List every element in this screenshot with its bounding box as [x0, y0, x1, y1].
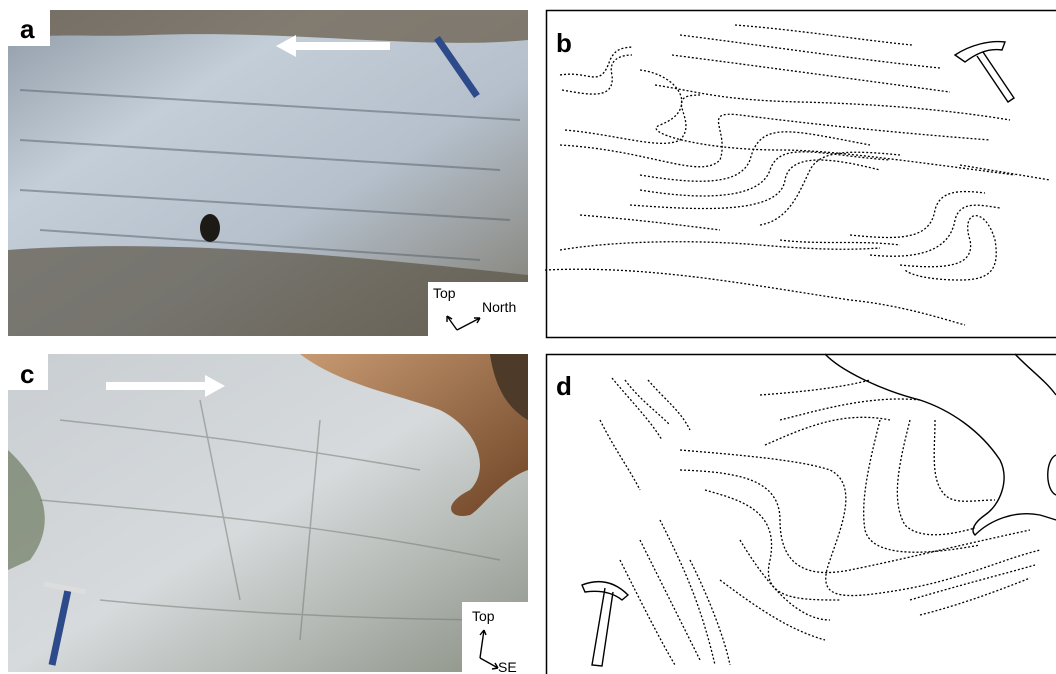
orientation-up: Top	[472, 608, 495, 624]
panel-d: d	[547, 354, 1056, 674]
page: a Top North b	[0, 0, 1056, 674]
panel-label: c	[20, 359, 34, 389]
orientation-right: SE	[498, 659, 517, 674]
hole	[200, 214, 220, 242]
orientation-up: Top	[433, 285, 456, 301]
panel-label: d	[556, 371, 572, 401]
panel-a: a Top North	[8, 10, 528, 336]
panel-label: a	[20, 14, 35, 44]
panel-c: c Top SE	[8, 354, 528, 674]
panel-b: b	[545, 11, 1056, 338]
orientation-right: North	[482, 299, 516, 315]
frame	[547, 355, 1056, 674]
figure: a Top North b	[0, 0, 1056, 674]
panel-label: b	[556, 28, 572, 58]
